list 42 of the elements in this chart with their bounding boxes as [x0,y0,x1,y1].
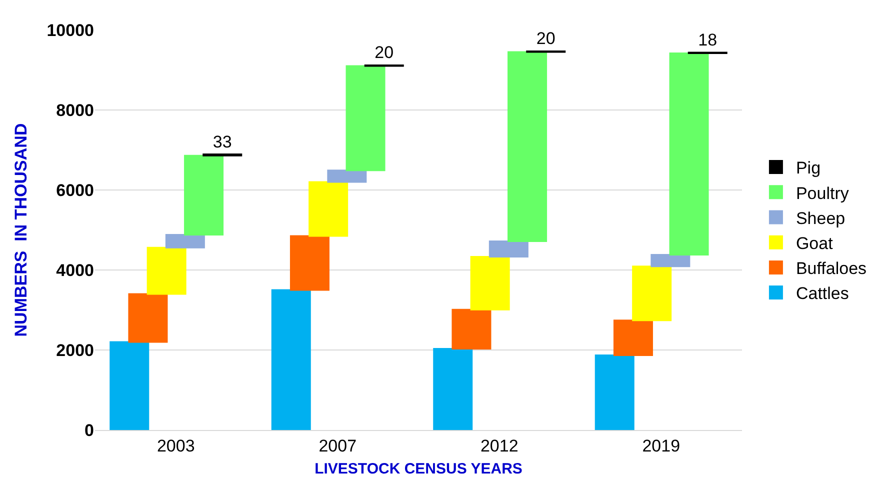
legend-label: Sheep [796,208,846,228]
bar [346,65,386,172]
legend-label: Cattles [796,284,849,304]
bar [165,234,205,248]
legend-label: Goat [796,234,834,253]
bar [110,341,150,430]
x-axis-title: LIVESTOCK CENSUS YEARS [314,460,522,478]
y-axis-title: NUMBERS IN THOUSAND [11,123,30,337]
x-tick-label: 2019 [642,436,680,456]
y-tick-label: 8000 [56,100,94,120]
y-tick-label: 4000 [56,260,94,280]
y-tick-label: 0 [84,420,94,440]
x-tick-label: 2012 [480,436,518,456]
bar [508,51,548,242]
data-label: 20 [374,43,394,62]
bar [271,289,311,430]
y-tick-label: 2000 [56,340,94,360]
legend-label: Buffaloes [796,259,867,278]
legend-label: Pig [796,158,821,178]
bar [128,293,168,343]
bar [327,170,367,183]
bar [184,154,224,236]
data-label: 33 [212,132,232,152]
y-tick-label: 6000 [56,180,94,200]
y-tick-label: 10000 [46,20,94,40]
bar [488,240,528,258]
bar [632,266,672,322]
bar [613,320,653,356]
x-tick-label: 2003 [156,436,195,456]
bar [594,354,634,430]
legend-label: Poultry [796,184,850,203]
bar [290,235,330,291]
bar [470,256,510,310]
bar [308,181,348,237]
bar [146,246,186,295]
bar [650,254,690,268]
bar [669,52,709,256]
x-tick-label: 2007 [318,436,357,456]
data-label: 20 [536,29,556,48]
bar [433,348,473,430]
bar [452,308,492,350]
data-label: 18 [698,30,718,50]
